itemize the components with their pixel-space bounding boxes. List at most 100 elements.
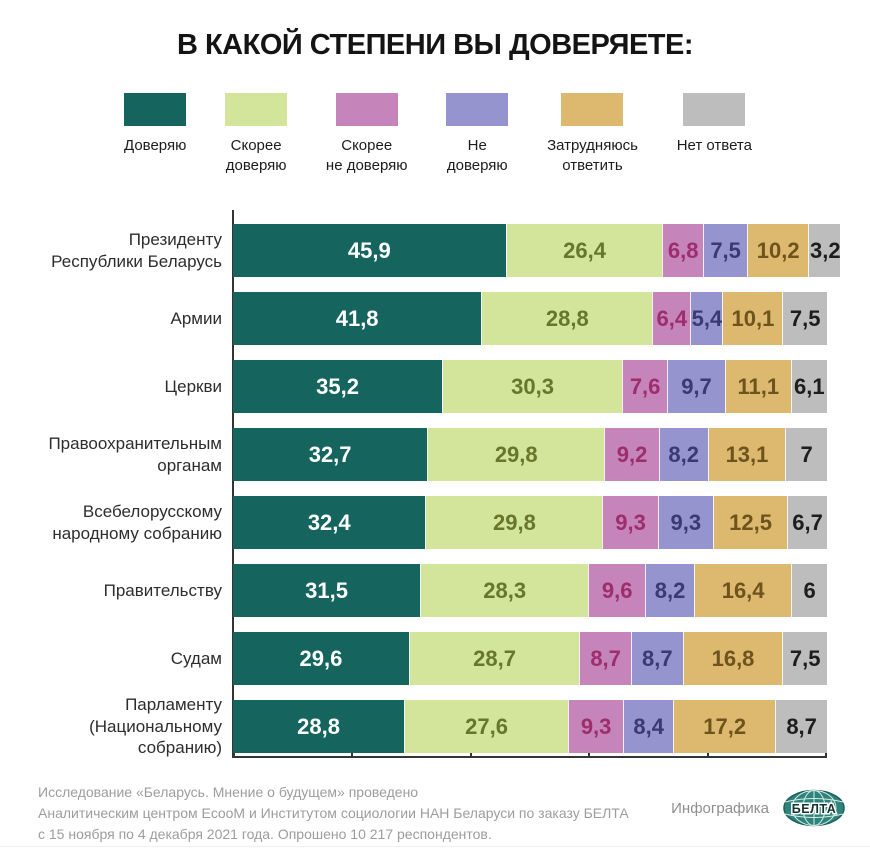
- bar-segment: 9,3: [568, 700, 624, 753]
- bar-segment-value: 16,8: [711, 645, 755, 671]
- bar-segment: 6,1: [790, 360, 827, 413]
- chart-row: Армии 41,8 28,8 6,4 5,4 10,1 7,5: [0, 292, 870, 345]
- bar-segment: 10,1: [722, 292, 783, 345]
- legend-item: Скорее доверяю: [225, 93, 288, 177]
- source-note-line: Аналитическим центром EcooM и Институтом…: [38, 805, 629, 821]
- bar-segment: 8,7: [579, 632, 631, 685]
- legend-label: Скорее не доверяю: [325, 137, 408, 175]
- legend-item: Затрудняюсь ответить: [547, 93, 638, 177]
- category-label: Правоохранительным органам: [48, 433, 222, 475]
- bar-segment: 41,8: [233, 292, 482, 345]
- legend-swatch: [683, 93, 746, 126]
- source-note: Исследование «Беларусь. Мнение о будущем…: [38, 782, 629, 845]
- chart-row: Всебелорусскому народному собранию 32,4 29…: [0, 496, 870, 549]
- bar-segment-value: 7,5: [789, 305, 821, 331]
- bar-segment: 32,7: [233, 428, 428, 481]
- bar-segment: 29,8: [425, 496, 603, 549]
- bar-segment-value: 7,6: [629, 373, 661, 399]
- bar-segment-value: 35,2: [316, 373, 359, 399]
- bar-segment-value: 32,4: [307, 509, 351, 535]
- legend-item: Нет ответа: [677, 93, 752, 177]
- infographic-credit: Инфографика: [671, 799, 769, 817]
- bar-segment: 7,5: [782, 292, 827, 345]
- bar-segment-value: 26,4: [563, 237, 606, 263]
- bar-track: 32,4 29,8 9,3 9,3 12,5 6,7: [233, 496, 827, 549]
- bar-segment-value: 6,4: [656, 305, 688, 331]
- bar-segment-value: 31,5: [305, 577, 348, 603]
- bar-segment: 28,7: [408, 632, 580, 685]
- chart-row: Церкви 35,2 30,3 7,6 9,7 11,1 6,1: [0, 360, 870, 413]
- x-axis-line: [233, 744, 827, 758]
- bar-segment: 12,5: [712, 496, 788, 549]
- bar-segment: 7,6: [622, 360, 668, 413]
- bar-segment: 9,7: [667, 360, 725, 413]
- bar-track: 35,2 30,3 7,6 9,7 11,1 6,1: [233, 360, 827, 413]
- bar-segment: 31,5: [233, 564, 421, 617]
- bar-segment-value: 27,6: [465, 713, 508, 739]
- belta-logo-text: БЕЛТА: [792, 802, 836, 816]
- category-label: Президенту Республики Беларусь: [51, 229, 222, 271]
- bar-segment: 9,2: [604, 428, 659, 481]
- bar-segment: 8,2: [645, 564, 694, 617]
- page-title: В КАКОЙ СТЕПЕНИ ВЫ ДОВЕРЯЕТЕ:: [176, 29, 694, 61]
- bar-segment: 26,4: [505, 224, 663, 277]
- bar-segment: 7,5: [782, 632, 827, 685]
- chart-row: Правительству 31,5 28,3 9,6 8,2 16,4 6: [0, 564, 870, 617]
- bar-segment-value: 8,7: [641, 645, 673, 671]
- bar-segment: 27,6: [404, 700, 568, 753]
- bar-segment: 9,3: [602, 496, 658, 549]
- bar-segment: 8,2: [658, 428, 708, 481]
- bar-segment: 8,7: [775, 700, 827, 753]
- bar-segment-value: 7,5: [789, 645, 821, 671]
- bar-segment-value: 6,7: [792, 509, 823, 535]
- bar-segment-value: 12,5: [729, 509, 772, 535]
- bar-segment-value: 8,7: [786, 713, 817, 739]
- bar-segment: 6: [791, 564, 827, 617]
- legend-swatch: [335, 93, 398, 126]
- y-axis-line: [232, 210, 234, 758]
- bar-segment-value: 6: [803, 577, 816, 603]
- source-note-line: с 15 ноября по 4 декабря 2021 года. Опро…: [38, 826, 492, 842]
- footer-branding: Инфографика БЕЛТА: [671, 788, 846, 828]
- bar-segment-value: 6,1: [794, 373, 825, 399]
- bar-segment-value: 8,2: [654, 577, 686, 603]
- trust-stacked-bar-chart: Президенту Республики Беларусь 45,9 26,4 6,…: [0, 210, 870, 770]
- category-label: Судам: [170, 648, 222, 668]
- bar-segment: 5,4: [690, 292, 723, 345]
- legend-label: Не доверяю: [446, 137, 508, 175]
- bar-segment-value: 45,9: [347, 237, 391, 263]
- bar-segment-value: 16,4: [721, 577, 765, 603]
- bar-segment-value: 28,8: [297, 713, 340, 739]
- bar-segment: 29,6: [233, 632, 409, 685]
- bar-segment: 35,2: [233, 360, 443, 413]
- bar-segment-value: 8,4: [633, 713, 664, 739]
- category-label: Всебелорусскому народному собранию: [52, 501, 222, 543]
- bar-segment-value: 30,3: [511, 373, 554, 399]
- bar-segment-value: 5,4: [691, 305, 723, 331]
- bar-segment-value: 41,8: [335, 305, 379, 331]
- bar-segment-value: 9,6: [601, 577, 633, 603]
- bar-segment-value: 10,2: [756, 237, 800, 263]
- bar-segment-value: 11,1: [737, 373, 780, 399]
- bar-segment: 16,8: [682, 632, 783, 685]
- legend-swatch: [225, 93, 288, 126]
- bar-segment: 13,1: [707, 428, 786, 481]
- bottom-divider: [0, 846, 870, 847]
- chart-row: Правоохранительным органам 32,7 29,8 9,2 8,2…: [0, 428, 870, 481]
- bar-segment: 16,4: [693, 564, 792, 617]
- bar-segment-value: 9,7: [681, 373, 712, 399]
- category-label: Парламенту (Национальному собранию): [89, 694, 222, 758]
- bar-segment: 28,3: [420, 564, 589, 617]
- bar-segment-value: 3,2: [809, 237, 841, 263]
- bar-track: 28,8 27,6 9,3 8,4 17,2 8,7: [233, 700, 827, 753]
- bar-segment-value: 29,8: [494, 441, 538, 467]
- bar-segment-value: 8,2: [668, 441, 700, 467]
- bar-segment: 8,7: [630, 632, 683, 685]
- bar-track: 29,6 28,7 8,7 8,7 16,8 7,5: [233, 632, 827, 685]
- bar-segment: 7,5: [702, 224, 748, 277]
- belta-logo: БЕЛТА: [783, 789, 845, 827]
- bar-segment: 28,8: [233, 700, 405, 753]
- bar-segment-value: 9,3: [580, 713, 612, 739]
- bar-track: 41,8 28,8 6,4 5,4 10,1 7,5: [233, 292, 827, 345]
- legend: Доверяю Скорее доверяю Скорее не доверяю Не…: [124, 93, 752, 177]
